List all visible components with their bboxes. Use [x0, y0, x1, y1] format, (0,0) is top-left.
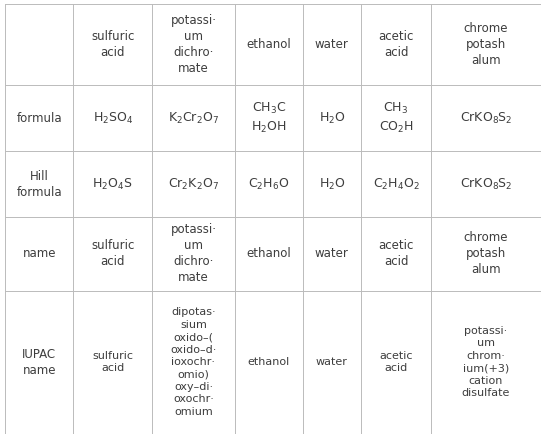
Text: ethanol: ethanol: [246, 247, 291, 260]
Text: acetic
acid: acetic acid: [378, 30, 414, 59]
Text: $\mathrm{CH_3C}$
$\mathrm{H_2OH}$: $\mathrm{CH_3C}$ $\mathrm{H_2OH}$: [251, 101, 287, 135]
Text: sulfuric
acid: sulfuric acid: [91, 239, 134, 268]
Text: acetic
acid: acetic acid: [379, 351, 413, 373]
Text: $\mathrm{H_2O_4S}$: $\mathrm{H_2O_4S}$: [92, 177, 133, 192]
Text: ethanol: ethanol: [248, 357, 290, 367]
Text: water: water: [315, 38, 349, 51]
Text: $\mathrm{C_2H_6O}$: $\mathrm{C_2H_6O}$: [248, 177, 289, 192]
Text: potassi·
um
dichro·
mate: potassi· um dichro· mate: [170, 14, 216, 75]
Text: $\mathrm{C_2H_4O_2}$: $\mathrm{C_2H_4O_2}$: [372, 177, 419, 192]
Text: water: water: [315, 247, 349, 260]
Text: $\mathrm{K_2Cr_2O_7}$: $\mathrm{K_2Cr_2O_7}$: [168, 110, 219, 126]
Text: $\mathrm{Cr_2K_2O_7}$: $\mathrm{Cr_2K_2O_7}$: [168, 177, 219, 192]
Text: IUPAC
name: IUPAC name: [22, 348, 56, 377]
Text: potassi·
um
dichro·
mate: potassi· um dichro· mate: [170, 223, 216, 284]
Text: $\mathrm{CrKO_8S_2}$: $\mathrm{CrKO_8S_2}$: [460, 110, 512, 126]
Text: dipotas·
sium
oxido–(
oxido–d·
ioxochr·
omio)
oxy–di·
oxochr·
omium: dipotas· sium oxido–( oxido–d· ioxochr· …: [170, 307, 217, 417]
Text: sulfuric
acid: sulfuric acid: [91, 30, 134, 59]
Text: ethanol: ethanol: [246, 38, 291, 51]
Text: $\mathrm{CH_3}$
$\mathrm{CO_2H}$: $\mathrm{CH_3}$ $\mathrm{CO_2H}$: [378, 101, 413, 135]
Text: Hill
formula: Hill formula: [16, 170, 62, 199]
Text: acetic
acid: acetic acid: [378, 239, 414, 268]
Text: $\mathrm{CrKO_8S_2}$: $\mathrm{CrKO_8S_2}$: [460, 177, 512, 192]
Text: $\mathrm{H_2O}$: $\mathrm{H_2O}$: [318, 177, 345, 192]
Text: $\mathrm{H_2SO_4}$: $\mathrm{H_2SO_4}$: [93, 110, 133, 126]
Text: potassi·
um
chrom·
ium(+3)
cation
disulfate: potassi· um chrom· ium(+3) cation disulf…: [462, 326, 510, 398]
Text: formula: formula: [16, 112, 62, 124]
Text: sulfuric
acid: sulfuric acid: [92, 351, 133, 373]
Text: water: water: [316, 357, 348, 367]
Text: chrome
potash
alum: chrome potash alum: [464, 231, 508, 276]
Text: chrome
potash
alum: chrome potash alum: [464, 22, 508, 67]
Text: name: name: [23, 247, 56, 260]
Text: $\mathrm{H_2O}$: $\mathrm{H_2O}$: [318, 110, 345, 126]
